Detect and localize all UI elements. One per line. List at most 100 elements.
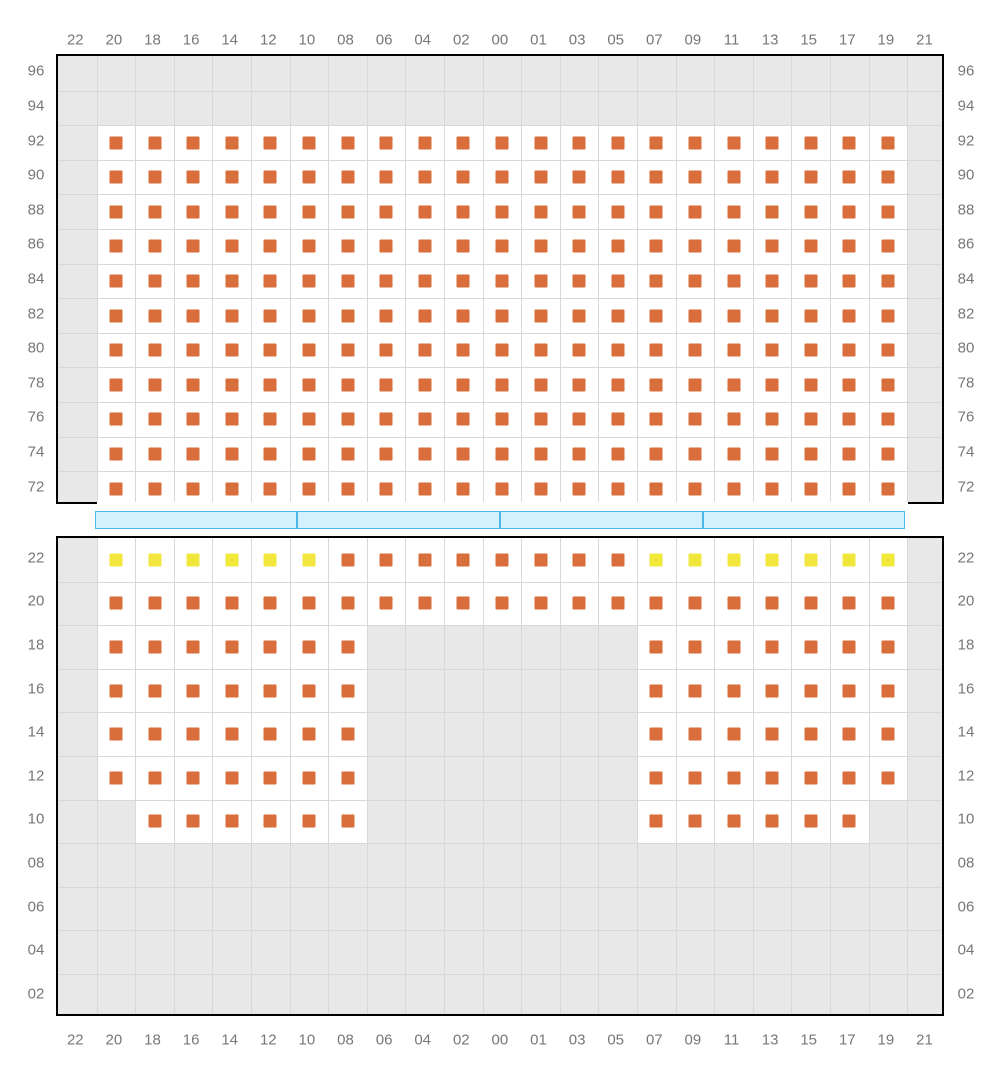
rack-unit[interactable] [804,553,817,566]
rack-unit[interactable] [727,728,740,741]
rack-unit[interactable] [187,728,200,741]
rack-unit[interactable] [843,728,856,741]
rack-unit[interactable] [457,344,470,357]
rack-unit[interactable] [264,641,277,654]
rack-unit[interactable] [495,309,508,322]
rack-unit[interactable] [727,171,740,184]
rack-unit[interactable] [495,447,508,460]
rack-unit[interactable] [804,378,817,391]
rack-unit[interactable] [148,553,161,566]
rack-unit[interactable] [495,413,508,426]
rack-unit[interactable] [264,684,277,697]
rack-unit[interactable] [302,447,315,460]
rack-unit[interactable] [573,413,586,426]
rack-unit[interactable] [573,171,586,184]
rack-unit[interactable] [457,240,470,253]
rack-unit[interactable] [534,378,547,391]
rack-unit[interactable] [341,641,354,654]
rack-unit[interactable] [302,309,315,322]
rack-unit[interactable] [109,205,122,218]
rack-unit[interactable] [264,815,277,828]
rack-unit[interactable] [843,413,856,426]
rack-unit[interactable] [187,771,200,784]
rack-unit[interactable] [804,413,817,426]
rack-unit[interactable] [495,344,508,357]
rack-unit[interactable] [650,344,663,357]
rack-unit[interactable] [688,205,701,218]
rack-unit[interactable] [688,171,701,184]
rack-unit[interactable] [534,344,547,357]
rack-unit[interactable] [264,771,277,784]
rack-unit[interactable] [727,274,740,287]
rack-unit[interactable] [109,274,122,287]
rack-unit[interactable] [495,597,508,610]
rack-unit[interactable] [418,205,431,218]
rack-unit[interactable] [109,482,122,495]
rack-unit[interactable] [727,309,740,322]
rack-unit[interactable] [302,240,315,253]
rack-unit[interactable] [804,597,817,610]
rack-unit[interactable] [302,641,315,654]
rack-unit[interactable] [611,447,624,460]
rack-unit[interactable] [380,136,393,149]
rack-unit[interactable] [457,136,470,149]
rack-unit[interactable] [727,482,740,495]
rack-unit[interactable] [688,309,701,322]
rack-unit[interactable] [264,274,277,287]
rack-unit[interactable] [264,482,277,495]
rack-unit[interactable] [148,240,161,253]
rack-unit[interactable] [380,205,393,218]
rack-unit[interactable] [225,684,238,697]
rack-unit[interactable] [302,597,315,610]
rack-unit[interactable] [843,684,856,697]
rack-unit[interactable] [109,378,122,391]
rack-unit[interactable] [109,309,122,322]
rack-unit[interactable] [843,482,856,495]
rack-unit[interactable] [457,205,470,218]
rack-unit[interactable] [148,815,161,828]
rack-unit[interactable] [225,309,238,322]
rack-unit[interactable] [688,240,701,253]
rack-unit[interactable] [650,728,663,741]
rack-unit[interactable] [495,378,508,391]
rack-unit[interactable] [264,597,277,610]
rack-unit[interactable] [688,344,701,357]
rack-unit[interactable] [688,378,701,391]
rack-unit[interactable] [881,771,894,784]
rack-unit[interactable] [766,728,779,741]
rack-unit[interactable] [225,597,238,610]
rack-unit[interactable] [804,771,817,784]
rack-unit[interactable] [688,771,701,784]
rack-unit[interactable] [843,136,856,149]
rack-unit[interactable] [727,597,740,610]
rack-unit[interactable] [611,482,624,495]
rack-unit[interactable] [727,136,740,149]
rack-unit[interactable] [804,309,817,322]
rack-unit[interactable] [611,597,624,610]
rack-unit[interactable] [418,309,431,322]
rack-unit[interactable] [341,771,354,784]
rack-unit[interactable] [225,815,238,828]
rack-unit[interactable] [302,482,315,495]
rack-unit[interactable] [534,136,547,149]
rack-unit[interactable] [109,553,122,566]
rack-unit[interactable] [109,728,122,741]
rack-unit[interactable] [843,171,856,184]
rack-unit[interactable] [843,553,856,566]
rack-unit[interactable] [804,641,817,654]
rack-unit[interactable] [727,447,740,460]
rack-unit[interactable] [187,482,200,495]
rack-unit[interactable] [611,378,624,391]
rack-unit[interactable] [148,641,161,654]
rack-unit[interactable] [727,815,740,828]
rack-unit[interactable] [264,205,277,218]
rack-unit[interactable] [727,344,740,357]
rack-unit[interactable] [302,815,315,828]
rack-unit[interactable] [766,344,779,357]
rack-unit[interactable] [881,641,894,654]
rack-unit[interactable] [804,344,817,357]
rack-unit[interactable] [881,240,894,253]
rack-unit[interactable] [573,136,586,149]
rack-unit[interactable] [148,447,161,460]
rack-unit[interactable] [380,171,393,184]
